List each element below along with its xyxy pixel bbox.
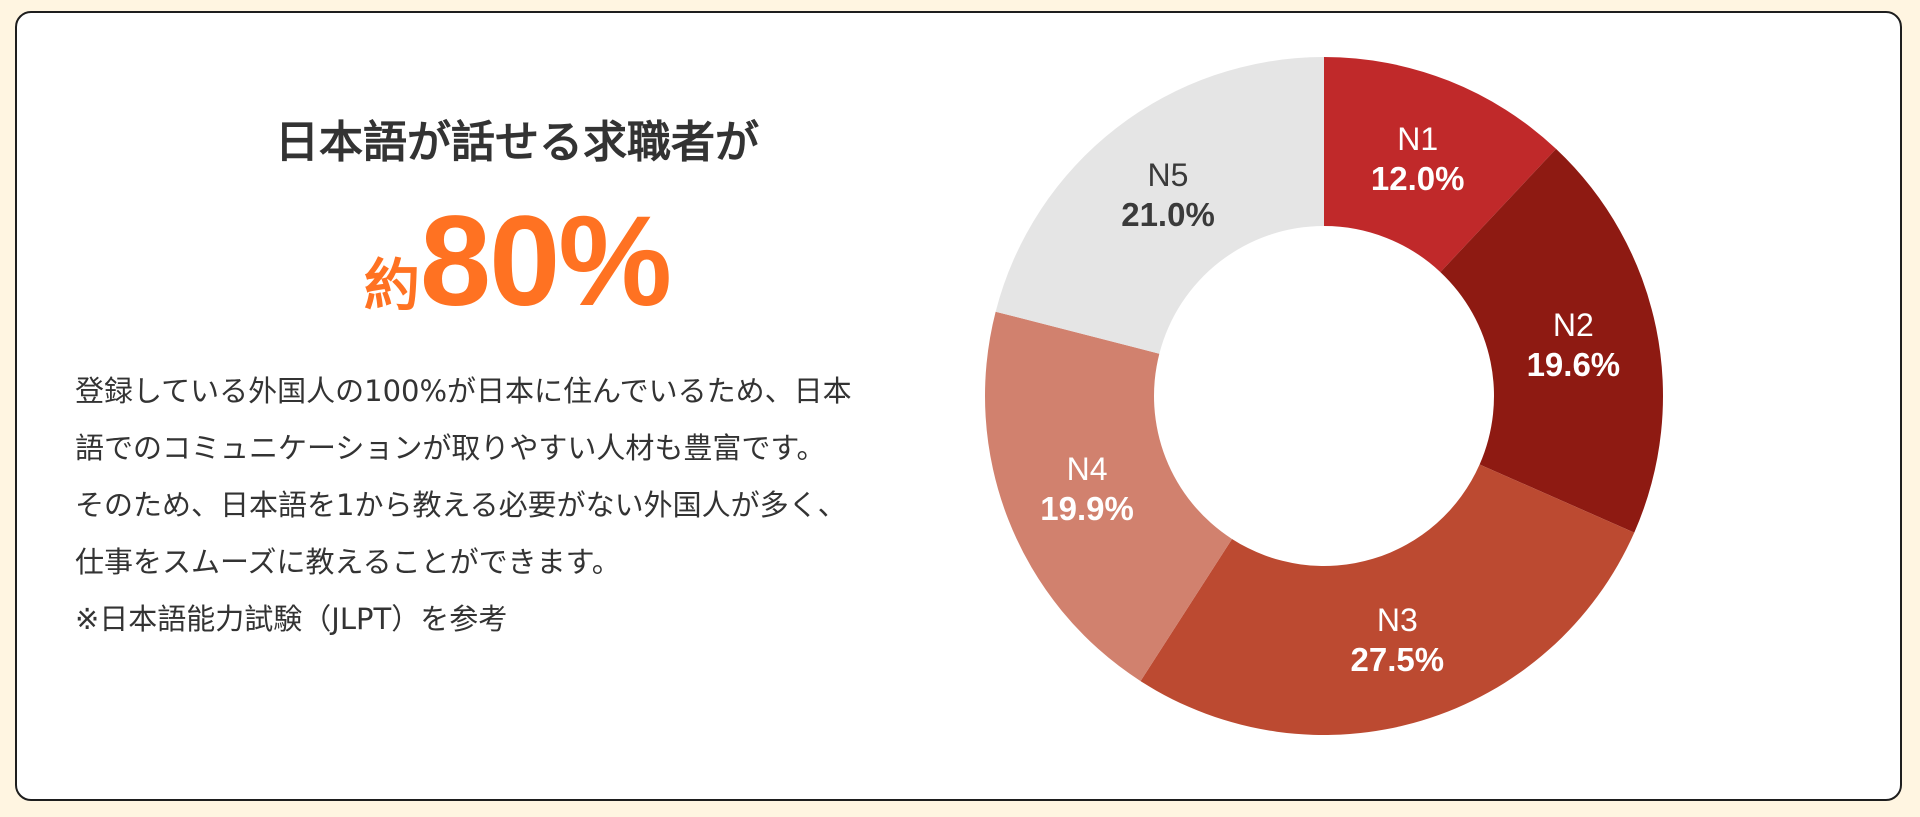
- donut-slice-n2: [1440, 148, 1663, 533]
- slice-label-n5: N5 21.0%: [1121, 156, 1215, 233]
- big-stat: 約80%: [77, 198, 957, 326]
- donut-slice-n5: [995, 57, 1324, 354]
- donut-slice-n4: [985, 311, 1233, 682]
- description: 登録している外国人の100%が日本に住んでいるため、日本 語でのコミュニケーショ…: [75, 363, 955, 648]
- description-line: そのため、日本語を1から教える必要がない外国人が多く、: [75, 488, 847, 522]
- description-line: 仕事をスムーズに教えることができます。: [75, 545, 621, 579]
- donut-svg: [985, 57, 1663, 735]
- stat-value: 80%: [419, 190, 672, 333]
- slice-label-n3: N3 27.5%: [1350, 601, 1445, 678]
- jlpt-donut-chart: N1 12.0% N2 19.6% N3 27.5% N4 19.9% N5 21.0%: [984, 56, 1664, 736]
- footnote: ※日本語能力試験（JLPT）を参考: [75, 602, 508, 636]
- donut-slice-n3: [1140, 464, 1635, 735]
- slice-label-n4: N4 19.9%: [1040, 450, 1134, 527]
- headline: 日本語が話せる求職者が: [275, 117, 759, 168]
- slice-label-n1: N1 12.0%: [1370, 121, 1465, 198]
- description-line: 語でのコミュニケーションが取りやすい人材も豊富です。: [75, 431, 826, 465]
- donut-slice-n1: [1324, 57, 1557, 273]
- summary-panel: 日本語が話せる求職者が 約80% 登録している外国人の100%が日本に住んでいる…: [17, 13, 1017, 799]
- description-line: 登録している外国人の100%が日本に住んでいるため、日本: [75, 374, 852, 408]
- slice-label-n2: N2 19.6%: [1526, 307, 1621, 384]
- stat-prefix: 約: [363, 254, 420, 319]
